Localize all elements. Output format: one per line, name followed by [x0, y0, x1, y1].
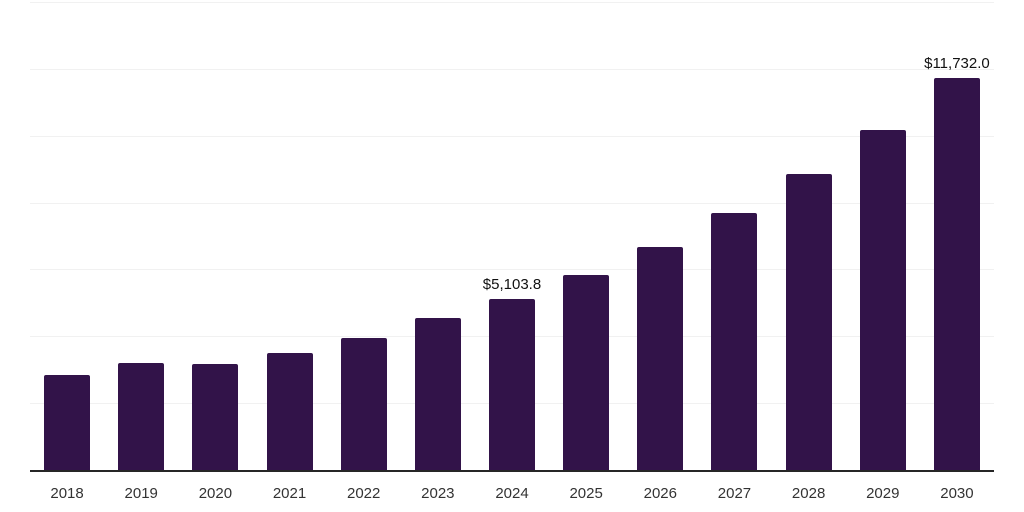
x-tick-label-2020: 2020 [198, 485, 233, 502]
x-tick-label-2027: 2027 [717, 485, 752, 502]
bar-2018 [44, 375, 91, 470]
x-tick-label-2022: 2022 [347, 485, 381, 502]
x-tick-label-2028: 2028 [791, 485, 826, 502]
value-label-2030: $11,732.0 [924, 54, 990, 72]
gridline-14000 [30, 2, 994, 3]
bar-2019 [118, 363, 165, 470]
gridline-12000 [30, 68, 994, 70]
gridline-8000 [30, 202, 994, 204]
x-tick-label-2019: 2019 [124, 485, 158, 502]
bar-2020 [192, 364, 239, 470]
bar-2021 [266, 353, 313, 470]
x-tick-label-2018: 2018 [50, 485, 84, 502]
bar-2026 [637, 247, 684, 470]
x-tick-label-2024: 2024 [495, 485, 529, 502]
x-tick-label-2025: 2025 [569, 485, 603, 502]
bar-2025 [563, 274, 610, 470]
gridline-10000 [30, 135, 994, 137]
bar-2022 [340, 337, 387, 470]
bar-2023 [414, 318, 461, 470]
bar-2024 [489, 299, 535, 470]
bar-2029 [859, 129, 906, 470]
x-tick-label-2023: 2023 [421, 485, 455, 502]
bar-2030 [933, 77, 980, 470]
value-label-2024: $5,103.8 [482, 276, 542, 294]
x-tick-label-2030: 2030 [940, 485, 974, 502]
x-tick-label-2026: 2026 [643, 485, 677, 502]
x-axis-line [30, 470, 994, 472]
bar-2028 [785, 173, 832, 470]
x-tick-label-2021: 2021 [272, 485, 307, 502]
bar-2027 [711, 212, 758, 470]
x-tick-label-2029: 2029 [866, 485, 900, 502]
gridline-6000 [30, 269, 994, 271]
